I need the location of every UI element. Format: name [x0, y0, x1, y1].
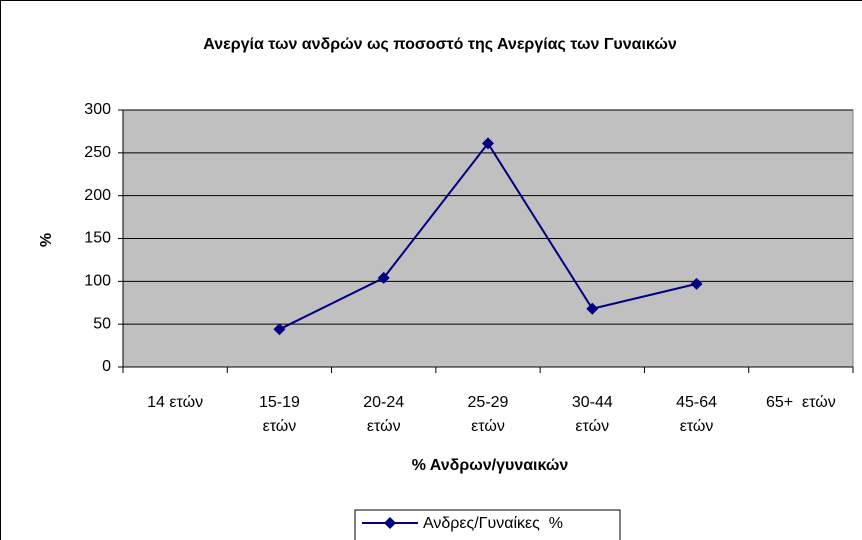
data-point [273, 323, 286, 336]
x-axis-label: % Ανδρων/γυναικών [412, 457, 569, 474]
data-point [377, 271, 390, 284]
y-tick-label: 0 [102, 358, 111, 375]
x-tick-label: 45-64 ετών [676, 394, 717, 435]
data-point [690, 277, 703, 290]
y-tick-label: 100 [84, 273, 111, 290]
y-tick-label: 150 [84, 230, 111, 247]
x-tick-label: 65+ ετών [766, 394, 836, 411]
y-tick-label: 300 [84, 101, 111, 118]
y-tick-label: 200 [84, 187, 111, 204]
x-tick-label: 25-29 ετών [468, 394, 509, 435]
legend-marker [384, 517, 396, 529]
chart-title: Ανεργία των ανδρών ως ποσοστό της Ανεργί… [203, 36, 677, 53]
y-axis-label: % [38, 233, 55, 247]
x-tick-label: 15-19 ετών [259, 394, 300, 435]
y-tick-label: 50 [93, 315, 111, 332]
data-point [586, 302, 599, 315]
x-tick-label: 20-24 ετών [363, 394, 404, 435]
x-tick-label: 30-44 ετών [572, 394, 613, 435]
legend-label: Ανδρες/Γυναίκες % [423, 515, 563, 532]
legend-box [354, 509, 621, 540]
y-tick-label: 250 [84, 144, 111, 161]
data-point [482, 137, 494, 150]
x-tick-label: 14 ετών [147, 394, 203, 411]
